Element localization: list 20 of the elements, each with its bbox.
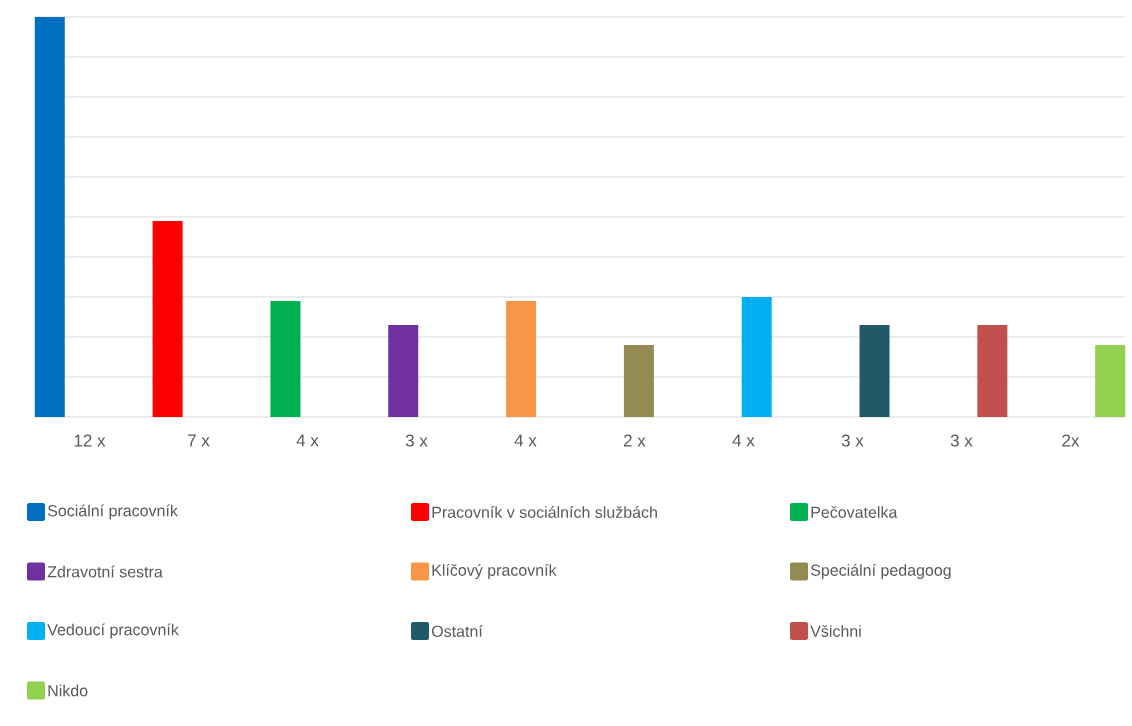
x-tick-label: 7 x [188, 434, 210, 447]
x-tick-label: 4 x [296, 434, 319, 447]
legend-label: Všichni [810, 625, 861, 637]
x-tick-label: 4 x [514, 434, 537, 447]
x-tick-label: 3 x [950, 434, 973, 447]
x-tick-label: 2 x [624, 434, 646, 447]
x-tick-label: 3 x [841, 434, 864, 447]
legend-label: Sociální pracovník [47, 504, 178, 520]
legend-label: Zdravotní sestra [47, 565, 163, 578]
legend-label: Klíčový pracovník [432, 563, 557, 580]
legend-label: Ostatní [431, 625, 483, 637]
legend-label: Nikdo [48, 684, 88, 697]
x-tick-label: 4 x [732, 434, 755, 447]
legend-label: Pečovatelka [811, 506, 898, 518]
legend-label: Vedoucí pracovník [47, 623, 179, 639]
x-tick-label: 2x [1062, 434, 1080, 447]
x-tick-label: 12 x [74, 434, 106, 447]
legend-label: Pracovník v sociálních službách [432, 506, 657, 518]
x-tick-label: 3 x [405, 434, 428, 447]
legend-label: Speciální pedagoog [810, 563, 951, 580]
